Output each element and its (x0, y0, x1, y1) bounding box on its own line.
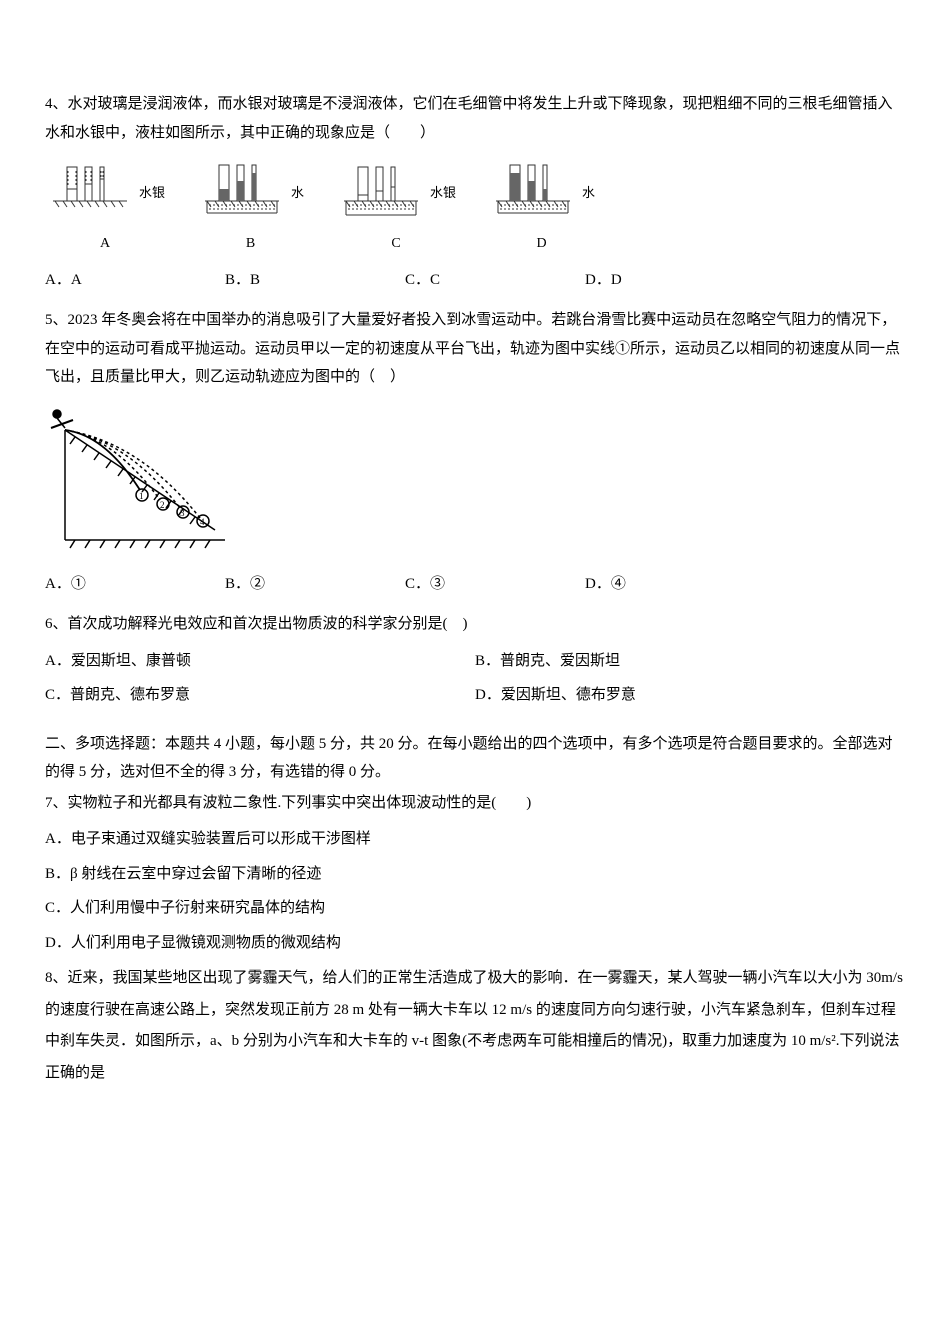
q6-option-b: B．普朗克、爱因斯坦 (475, 647, 905, 676)
svg-text:1: 1 (139, 491, 144, 501)
q4-figure-d-sub-label: D (536, 231, 546, 258)
q6-option-a: A．爱因斯坦、康普顿 (45, 647, 475, 676)
q7-option-d: D．人们利用电子显微镜观测物质的微观结构 (45, 929, 905, 958)
section2-title: 二、多项选择题：本题共 4 小题，每小题 5 分，共 20 分。在每小题给出的四… (45, 730, 905, 787)
q5-option-d: D．④ (585, 570, 765, 599)
q4-figure-row: 水银 A (45, 159, 905, 258)
q4-figure-d-svg (488, 159, 578, 227)
q4-figure-c-side-label: 水银 (430, 181, 456, 206)
q4-figure-a-sub-label: A (100, 231, 110, 258)
q6-text: 6、首次成功解释光电效应和首次提出物质波的科学家分别是( ) (45, 610, 905, 639)
q5-option-b: B．② (225, 570, 405, 599)
q4-option-d: D．D (585, 266, 765, 295)
q4-figure-c: 水银 C (336, 159, 456, 258)
q4-figure-a: 水银 A (45, 159, 165, 258)
q6-option-d: D．爱因斯坦、德布罗意 (475, 681, 905, 710)
svg-text:4: 4 (200, 517, 205, 527)
svg-text:3: 3 (180, 508, 185, 518)
q4-figure-d-side-label: 水 (582, 181, 595, 206)
q4-option-a: A．A (45, 266, 225, 295)
q4-figure-c-svg (336, 159, 426, 227)
q5-option-a: A．① (45, 570, 225, 599)
q5-option-c: C．③ (405, 570, 585, 599)
q4-text: 4、水对玻璃是浸润液体，而水银对玻璃是不浸润液体，它们在毛细管中将发生上升或下降… (45, 90, 905, 147)
q5-text: 5、2023 年冬奥会将在中国举办的消息吸引了大量爱好者投入到冰雪运动中。若跳台… (45, 306, 905, 392)
q5-figure-svg: 1 2 3 4 (45, 400, 235, 560)
q4-figure-a-side-label: 水银 (139, 181, 165, 206)
q5-options: A．① B．② C．③ D．④ (45, 570, 905, 599)
q4-figure-b-side-label: 水 (291, 181, 304, 206)
svg-text:2: 2 (160, 500, 165, 510)
q4-figure-b: 水 B (197, 159, 304, 258)
q4-option-b: B．B (225, 266, 405, 295)
q7-options: A．电子束通过双缝实验装置后可以形成干涉图样 B．β 射线在云室中穿过会留下清晰… (45, 825, 905, 957)
q6-options: A．爱因斯坦、康普顿 B．普朗克、爱因斯坦 C．普朗克、德布罗意 D．爱因斯坦、… (45, 647, 905, 716)
q6-option-c: C．普朗克、德布罗意 (45, 681, 475, 710)
q4-option-c: C．C (405, 266, 585, 295)
q7-text: 7、实物粒子和光都具有波粒二象性.下列事实中突出体现波动性的是( ) (45, 789, 905, 818)
q4-figure-b-sub-label: B (246, 231, 255, 258)
q4-figure-b-svg (197, 159, 287, 227)
q8-text: 8、近来，我国某些地区出现了雾霾天气，给人们的正常生活造成了极大的影响．在一雾霾… (45, 963, 905, 1089)
q7-option-c: C．人们利用慢中子衍射来研究晶体的结构 (45, 894, 905, 923)
q4-options: A．A B．B C．C D．D (45, 266, 905, 295)
q4-figure-c-sub-label: C (391, 231, 400, 258)
q4-figure-a-svg (45, 159, 135, 227)
q4-figure-d: 水 D (488, 159, 595, 258)
q7-option-b: B．β 射线在云室中穿过会留下清晰的径迹 (45, 860, 905, 889)
q5-figure: 1 2 3 4 (45, 400, 905, 560)
q7-option-a: A．电子束通过双缝实验装置后可以形成干涉图样 (45, 825, 905, 854)
